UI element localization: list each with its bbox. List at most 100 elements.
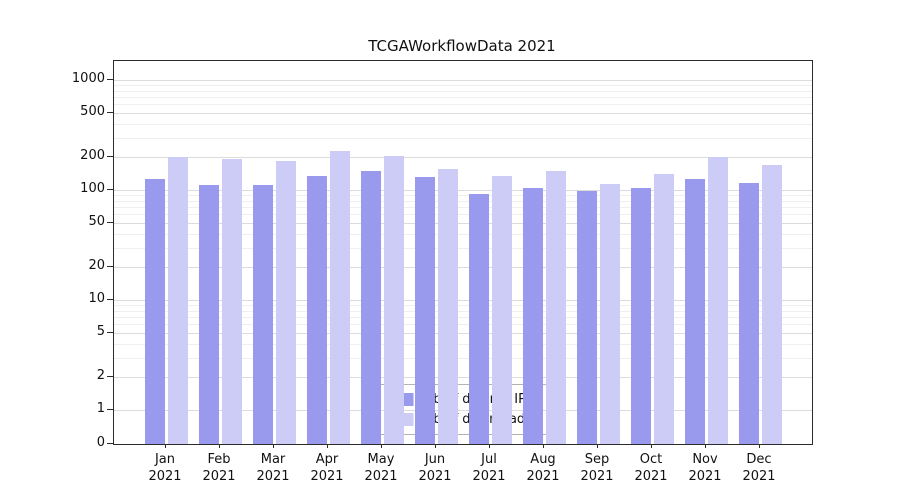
x-tick-label: May 2021 xyxy=(364,451,397,485)
y-tick-label: 5 xyxy=(96,324,105,340)
x-tick-label: Sep 2021 xyxy=(580,451,613,485)
y-tick-mark xyxy=(107,79,113,80)
plot-area: Nb of distinct IPs Nb of downloads xyxy=(113,60,813,445)
bar-downloads xyxy=(221,159,242,444)
y-tick-mark xyxy=(107,222,113,224)
bar-downloads xyxy=(491,175,512,444)
x-tick-label: Jul 2021 xyxy=(472,451,505,485)
x-tick-month: Nov xyxy=(692,452,718,467)
x-tick-mark xyxy=(219,444,220,448)
bar-distinct-ips xyxy=(414,177,435,444)
y-tick-mark xyxy=(107,189,113,190)
bar-distinct-ips xyxy=(144,179,165,444)
x-tick-year: 2021 xyxy=(634,469,668,484)
bar-downloads xyxy=(545,170,566,444)
y-tick-label: 2 xyxy=(96,367,105,383)
grid-line-major xyxy=(114,410,812,411)
bar-downloads xyxy=(437,169,458,444)
x-tick-month: Jun xyxy=(424,452,446,467)
x-tick-month: Oct xyxy=(639,452,663,467)
x-tick-label: Oct 2021 xyxy=(634,451,667,485)
y-tick-mark xyxy=(107,375,113,377)
bar-distinct-ips xyxy=(684,178,705,444)
x-tick-month: Dec xyxy=(746,452,772,467)
y-tick-label: 50 xyxy=(88,214,105,230)
x-tick-month: Jan xyxy=(154,452,176,467)
grid-line-minor xyxy=(114,233,812,235)
y-tick-label: 1 xyxy=(96,401,105,416)
grid-line-minor xyxy=(114,123,812,125)
x-tick-mark xyxy=(165,444,166,448)
x-tick-label: Aug 2021 xyxy=(526,451,559,485)
x-tick-month: Jul xyxy=(481,452,497,467)
grid-line-minor xyxy=(114,195,812,197)
x-tick-mark xyxy=(705,444,706,448)
bar-distinct-ips xyxy=(306,175,327,444)
x-tick-year: 2021 xyxy=(526,469,560,484)
grid-line-minor xyxy=(114,97,812,99)
bar-distinct-ips xyxy=(198,185,219,444)
bar-downloads xyxy=(653,173,674,444)
x-tick-year: 2021 xyxy=(742,469,776,484)
y-tick-label: 10 xyxy=(88,291,105,306)
x-tick-label: Apr 2021 xyxy=(310,451,343,485)
x-tick-month: Apr xyxy=(315,452,339,467)
y-tick-mark xyxy=(107,112,113,114)
grid-line-minor xyxy=(114,104,812,106)
bar-downloads xyxy=(383,155,404,444)
bar-downloads xyxy=(761,164,782,444)
bar-downloads xyxy=(275,160,296,444)
x-tick-month: Mar xyxy=(260,452,286,467)
x-tick-year: 2021 xyxy=(364,469,398,484)
x-tick-year: 2021 xyxy=(580,469,614,484)
bar-distinct-ips xyxy=(630,187,651,444)
grid-line-minor xyxy=(114,305,812,307)
grid-line-minor xyxy=(114,207,812,209)
grid-line-minor xyxy=(114,317,812,319)
x-tick-label: Dec 2021 xyxy=(742,451,775,485)
bar-distinct-ips xyxy=(468,193,489,444)
grid-line-major xyxy=(114,113,812,115)
grid-line-major xyxy=(114,300,812,301)
x-tick-mark xyxy=(597,444,598,448)
y-tick-mark xyxy=(107,332,113,334)
x-tick-label: Jan 2021 xyxy=(148,451,181,485)
y-tick-label: 200 xyxy=(80,147,105,163)
grid-line-minor xyxy=(114,343,812,345)
x-tick-year: 2021 xyxy=(418,469,452,484)
x-tick-label: Jun 2021 xyxy=(418,451,451,485)
bar-distinct-ips xyxy=(738,183,759,444)
x-tick-year: 2021 xyxy=(472,469,506,484)
grid-line-minor xyxy=(114,324,812,326)
bar-downloads xyxy=(329,151,350,444)
y-tick-mark xyxy=(107,155,113,157)
x-tick-year: 2021 xyxy=(202,469,236,484)
grid-line-major xyxy=(114,376,812,378)
x-tick-month: May xyxy=(367,452,395,467)
grid-line-minor xyxy=(114,310,812,312)
grid-line-minor xyxy=(114,85,812,87)
grid-line-minor xyxy=(114,137,812,139)
bar-distinct-ips xyxy=(522,187,543,444)
x-tick-label: Nov 2021 xyxy=(688,451,721,485)
x-tick-label: Feb 2021 xyxy=(202,451,235,485)
x-tick-month: Aug xyxy=(530,452,556,467)
grid-line-minor xyxy=(114,357,812,359)
x-tick-year: 2021 xyxy=(256,469,290,484)
grid-line-major xyxy=(114,333,812,335)
y-tick-label: 20 xyxy=(88,257,105,273)
y-tick-label: 100 xyxy=(80,181,105,196)
y-tick-mark xyxy=(107,265,113,267)
grid-line-major xyxy=(114,266,812,268)
grid-line-minor xyxy=(114,200,812,202)
x-tick-mark xyxy=(759,444,760,448)
bar-downloads xyxy=(707,157,728,444)
grid-line-minor xyxy=(114,214,812,216)
x-tick-year: 2021 xyxy=(688,469,722,484)
y-tick-mark xyxy=(107,299,113,300)
chart-title: TCGAWorkflowData 2021 xyxy=(368,37,556,55)
y-tick-label: 500 xyxy=(80,104,105,120)
y-tick-mark xyxy=(107,409,113,410)
bar-distinct-ips xyxy=(576,191,597,444)
